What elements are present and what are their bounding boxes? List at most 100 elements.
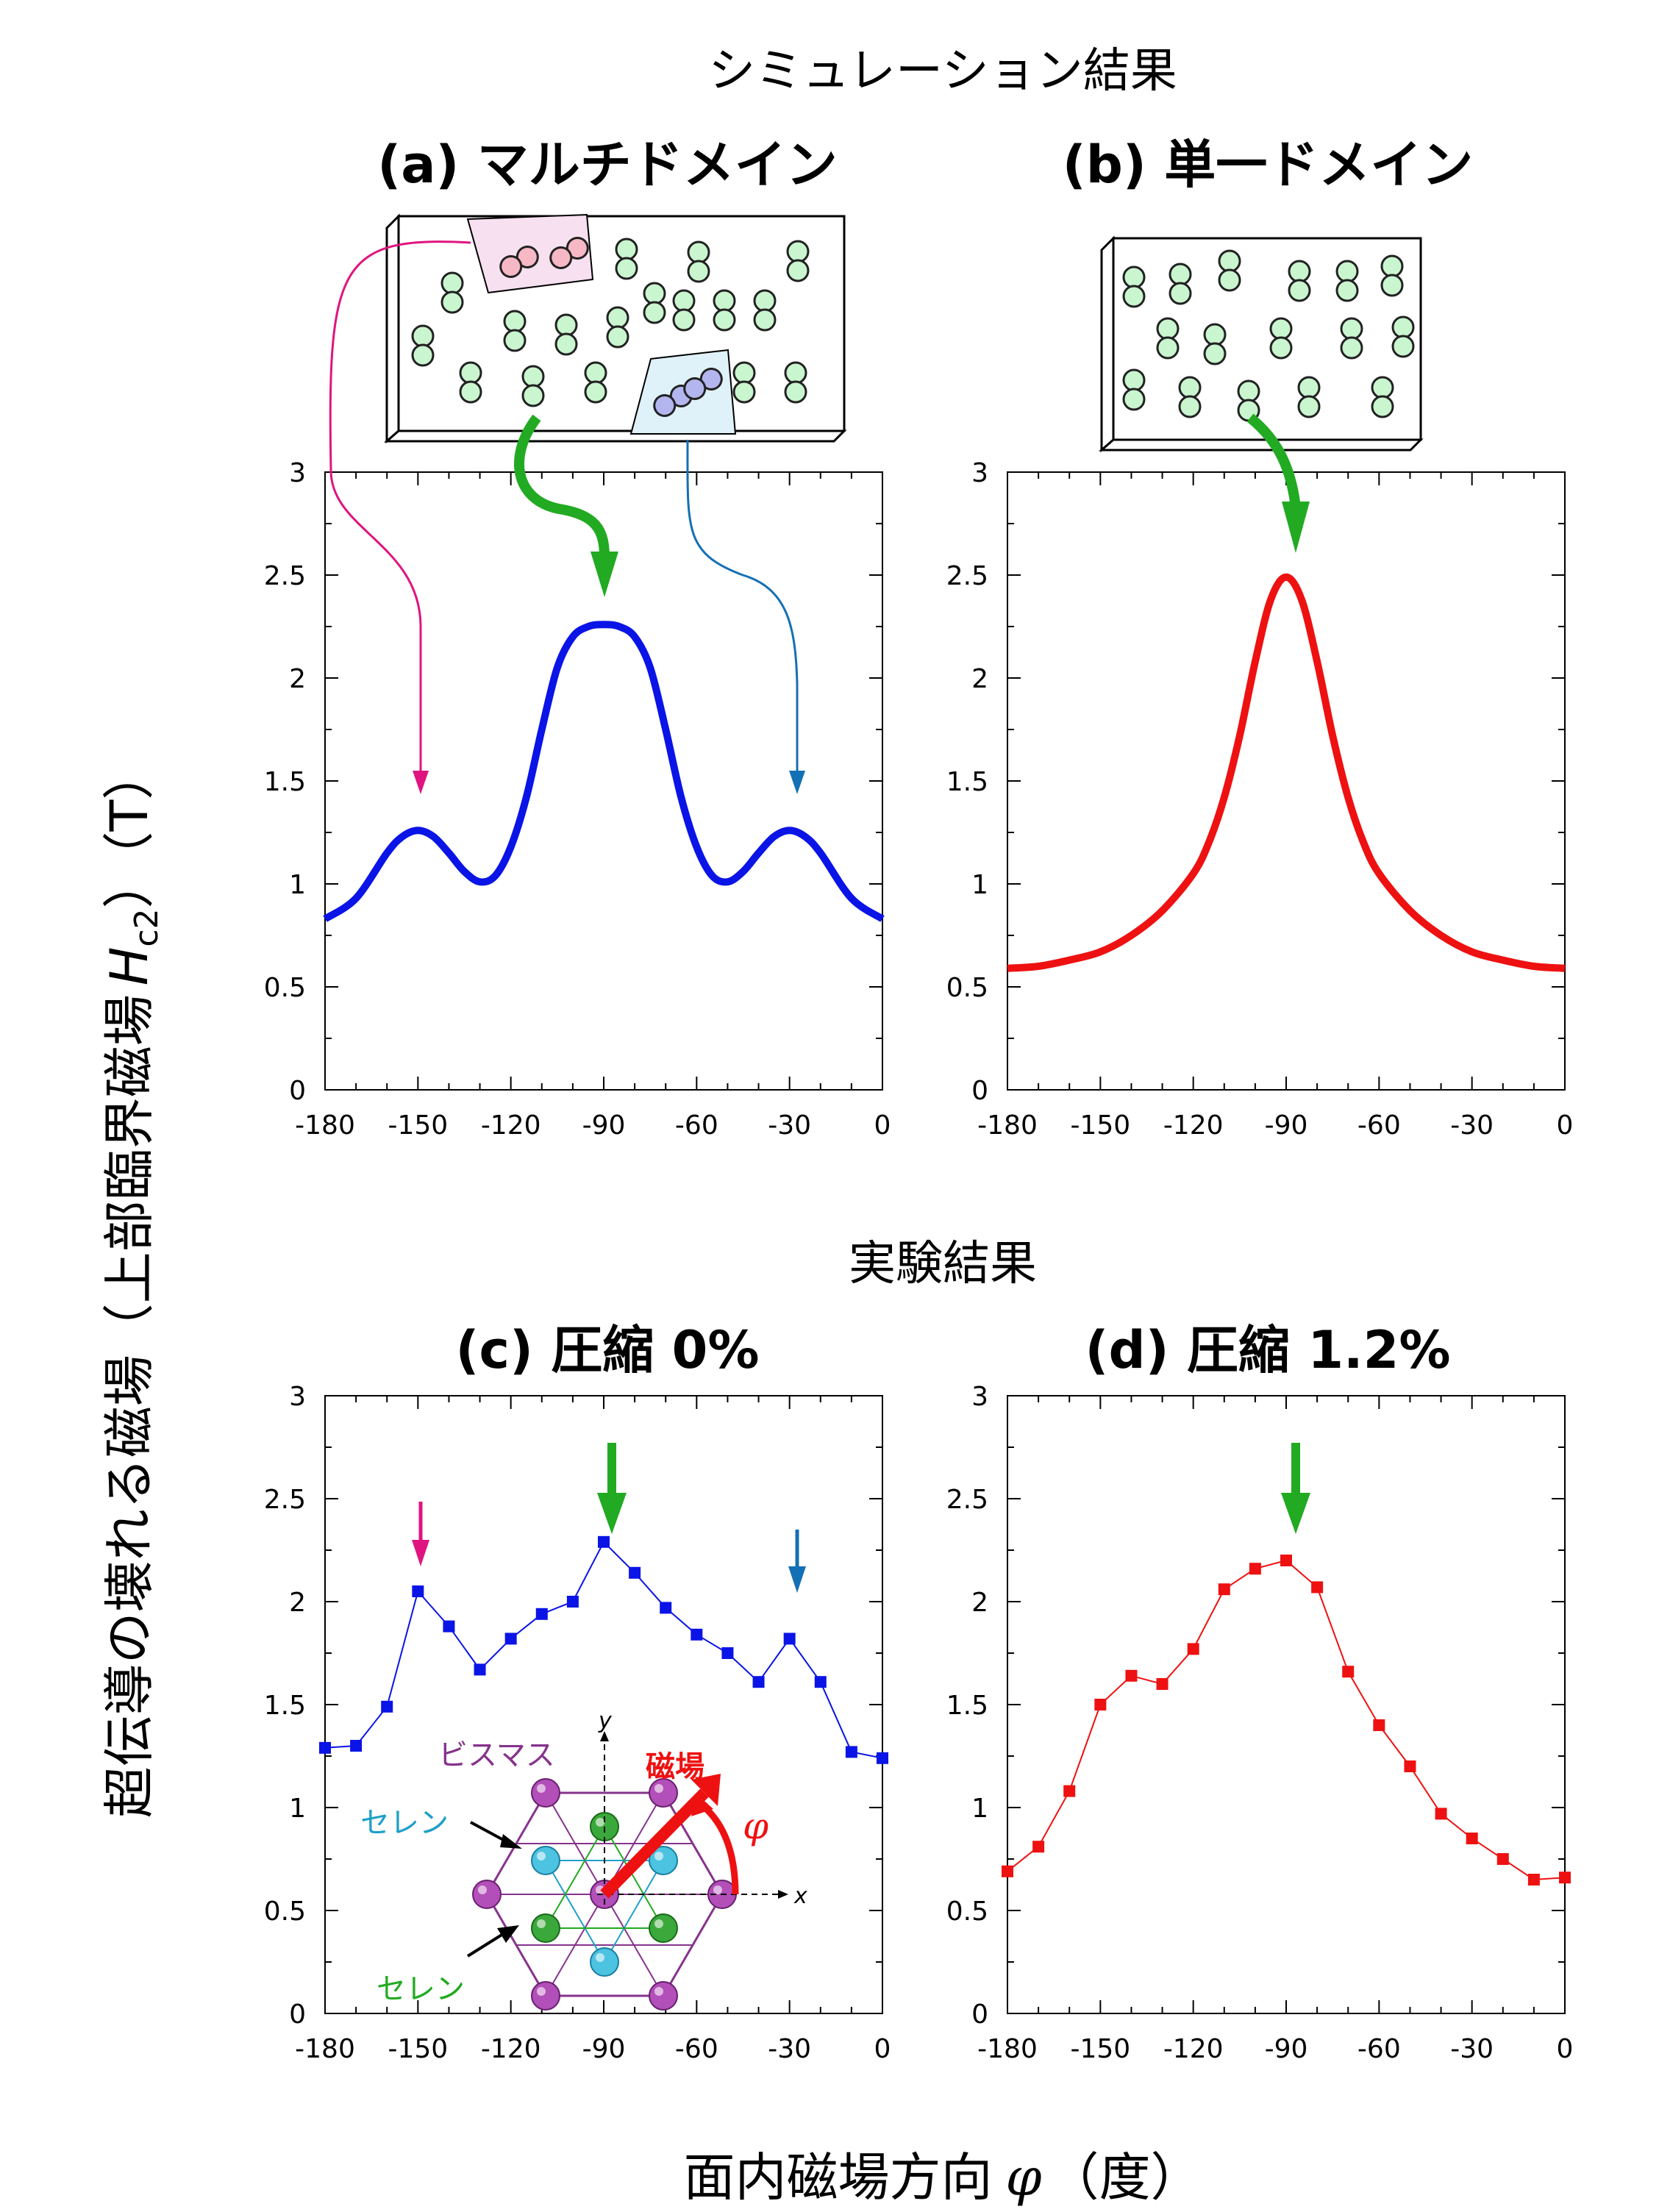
connector-arrows-a (329, 240, 1310, 794)
molecule (1122, 265, 1146, 289)
y-tick-label-d: 2.5 (946, 1485, 988, 1515)
se-atom-cyan-shine (537, 1852, 546, 1860)
y-tick-label-b: 2.5 (946, 561, 988, 591)
se-atom-cyan-body (531, 1846, 560, 1875)
title-c: (c) 圧縮 0% (455, 1320, 759, 1380)
y-tick-label-b: 1 (971, 870, 988, 900)
y-axis-label: 超伝導の壊れる磁場（上部臨界磁場 Hc2）（T） (99, 749, 165, 1819)
molecule-pair (521, 365, 545, 407)
x-tick-label-d: -150 (1070, 2034, 1130, 2064)
x-tick-label-d: -30 (1450, 2034, 1494, 2064)
data-point-c (381, 1700, 393, 1713)
molecule-pair (606, 306, 629, 349)
data-point-c (752, 1676, 765, 1688)
se-atom-cyan-body (590, 1947, 619, 1977)
data-point-d (1094, 1699, 1107, 1710)
selenium-cyan-pointer-head (500, 1834, 522, 1849)
title-d: (d) 圧縮 1.2% (1085, 1320, 1451, 1380)
molecule (784, 380, 807, 404)
molecule (732, 380, 756, 404)
molecule-pair (1288, 260, 1311, 302)
data-point-c (814, 1676, 827, 1688)
molecule-pair (1178, 376, 1202, 418)
field-arrow-head (691, 1774, 721, 1806)
se-atom-cyan (590, 1947, 619, 1977)
data-point-c (412, 1585, 424, 1597)
molecule (1297, 376, 1321, 399)
y-tick-label-b: 3 (971, 458, 988, 488)
se-atom-green-shine (654, 1919, 663, 1928)
field-arrow-shaft (600, 1788, 709, 1899)
data-point-c (845, 1746, 857, 1758)
molecule (672, 308, 696, 332)
molecule (1203, 323, 1227, 346)
molecule (653, 394, 677, 417)
y-tick-label-a: 0.5 (264, 973, 306, 1003)
molecule-pair (784, 361, 807, 404)
blue-connector (686, 439, 799, 779)
molecule (732, 361, 756, 385)
y-tick-label-b: 0 (971, 1076, 988, 1106)
x-tick-label-c: -30 (768, 2034, 811, 2064)
molecule (1178, 395, 1202, 418)
data-point-d (1342, 1666, 1355, 1678)
x-tick-label-d: -90 (1265, 2034, 1308, 2064)
molecule (521, 365, 545, 388)
molecule-pair (584, 361, 607, 404)
molecule-pair (713, 289, 736, 332)
data-point-c (660, 1602, 672, 1614)
data-point-d (1466, 1833, 1478, 1844)
molecule (1288, 279, 1311, 302)
bi-atom (531, 1778, 560, 1808)
y-axis-subscript: c2 (128, 908, 165, 946)
plot-d: -180 -150 -120 -90 -60 -30 0 0 0.5 1 1.5 2 2.5 3 (946, 1382, 1574, 2064)
data-point-c (535, 1608, 548, 1620)
molecule (606, 325, 629, 349)
molecule-pair (1169, 263, 1192, 305)
x-tick-label-d: -60 (1357, 2034, 1401, 2064)
data-point-d (1002, 1865, 1013, 1877)
x-tick-label-c: -150 (388, 2034, 448, 2064)
molecule (672, 289, 696, 313)
se-bond-green (545, 1826, 605, 1929)
molecule (784, 361, 807, 385)
x-tick-label-c: -120 (481, 2034, 541, 2064)
bi-atom-shine (654, 1784, 663, 1793)
y-tick-label-d: 0.5 (946, 1897, 988, 1927)
field-label: 磁場 (646, 1750, 704, 1784)
data-point-d (1063, 1785, 1076, 1797)
molecule (1340, 317, 1363, 340)
molecule-pair (411, 324, 435, 367)
green-connector-a (514, 414, 610, 558)
y-tick-label-c: 0 (289, 1999, 306, 2030)
molecule-pair (499, 246, 539, 278)
y-tick-label-c: 1 (289, 1794, 306, 1824)
molecule (1335, 260, 1359, 283)
green-connector-b-head (1282, 502, 1310, 553)
molecule (643, 301, 666, 324)
data-point-d (1187, 1643, 1199, 1655)
inset-y-label: y (598, 1708, 613, 1734)
molecule (1288, 260, 1311, 283)
data-point-c (721, 1647, 734, 1659)
x-axis-label-main: 面内磁場方向 (683, 2147, 992, 2208)
y-tick-label-c: 1.5 (264, 1691, 306, 1721)
selenium-green-pointer (466, 1933, 504, 1958)
slab-bottom-b (1099, 438, 1424, 452)
molecule (1340, 336, 1363, 360)
x-tick-label-b: 0 (1557, 1110, 1574, 1141)
molecule (584, 380, 607, 404)
molecule (1371, 395, 1394, 418)
bi-atom-body (649, 1981, 678, 2011)
green-connector-b (1246, 413, 1301, 508)
data-point-d (1156, 1678, 1169, 1690)
data-point-d (1527, 1874, 1540, 1885)
molecule-pair (683, 368, 723, 400)
molecule (549, 246, 573, 269)
x-tick-label-d: -120 (1163, 2034, 1224, 2064)
molecule (503, 310, 527, 333)
y-tick-label-a: 1 (289, 870, 306, 900)
crystal-singledomain (1099, 235, 1424, 453)
molecule (1297, 395, 1321, 418)
molecule-pair (459, 361, 482, 404)
